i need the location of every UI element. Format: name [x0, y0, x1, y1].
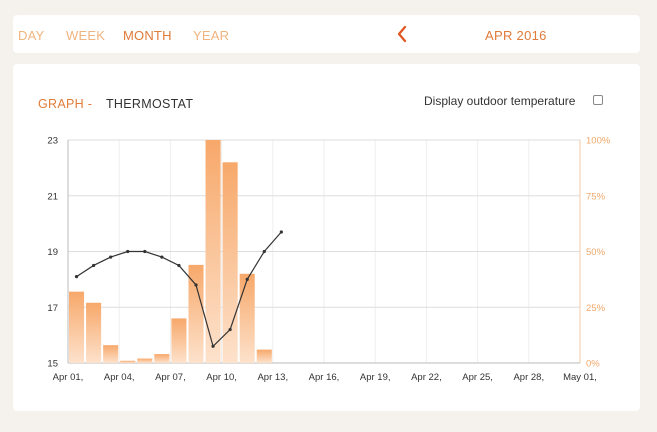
graph-device-name: THERMOSTAT [106, 97, 194, 111]
period-toolbar: DAY WEEK MONTH YEAR APR 2016 [13, 15, 640, 53]
x-tick-label: Apr 25, [462, 372, 493, 383]
temperature-point [74, 274, 79, 279]
x-tick-label: Apr 16, [309, 372, 340, 383]
temperature-point [262, 249, 266, 254]
chart-bar [171, 318, 187, 363]
chart-bar [222, 162, 238, 363]
x-tick-label: Apr 01, [53, 372, 84, 383]
outdoor-temperature-checkbox[interactable] [593, 95, 603, 105]
y-left-tick-label: 19 [47, 247, 58, 258]
x-tick-label: May 01, [563, 372, 597, 383]
chart-bar [188, 264, 204, 363]
temperature-point [160, 255, 164, 259]
chart-bar [256, 349, 272, 363]
x-tick-label: Apr 22, [411, 372, 442, 383]
x-tick-label: Apr 10, [206, 372, 237, 383]
tab-week[interactable]: WEEK [66, 28, 106, 43]
y-left-tick-label: 17 [47, 303, 58, 314]
chevron-left-icon [397, 25, 407, 43]
y-left-tick-label: 21 [47, 191, 58, 202]
x-tick-label: Apr 07, [155, 372, 186, 383]
y-left-tick-label: 15 [47, 359, 58, 370]
temperature-point [126, 249, 130, 254]
x-tick-label: Apr 19, [360, 372, 391, 383]
temperature-point [228, 327, 232, 332]
y-right-tick-label: 0% [586, 359, 600, 370]
x-tick-label: Apr 28, [513, 372, 544, 383]
temperature-point [143, 249, 147, 254]
temperature-point [177, 263, 181, 268]
graph-title: GRAPH - [38, 97, 93, 111]
chart-bar [86, 302, 102, 363]
chart-bar [69, 291, 85, 363]
y-right-tick-label: 75% [586, 191, 606, 202]
y-right-tick-label: 100% [586, 136, 611, 147]
y-left-tick-label: 23 [47, 136, 58, 147]
chart-bar [239, 273, 255, 363]
temperature-point [109, 255, 113, 259]
x-tick-label: Apr 04, [104, 372, 135, 383]
period-label: APR 2016 [485, 28, 547, 43]
previous-period-button[interactable] [395, 24, 409, 44]
outdoor-temperature-label: Display outdoor temperature [424, 94, 576, 108]
temperature-point [245, 277, 249, 281]
x-tick-label: Apr 13, [257, 372, 288, 383]
tab-month[interactable]: MONTH [123, 28, 172, 43]
temperature-point [279, 230, 283, 234]
tab-year[interactable]: YEAR [193, 28, 230, 43]
chart-bar [137, 358, 153, 363]
temperature-point [211, 344, 215, 348]
temperature-point [92, 263, 96, 268]
y-right-tick-label: 50% [586, 247, 606, 258]
y-right-tick-label: 25% [586, 303, 606, 314]
chart-bar [103, 345, 119, 363]
chart-bar [120, 360, 136, 363]
chart-bar [154, 354, 170, 363]
chart-bar [205, 140, 221, 363]
tab-day[interactable]: DAY [18, 28, 45, 43]
temperature-point [194, 283, 198, 287]
